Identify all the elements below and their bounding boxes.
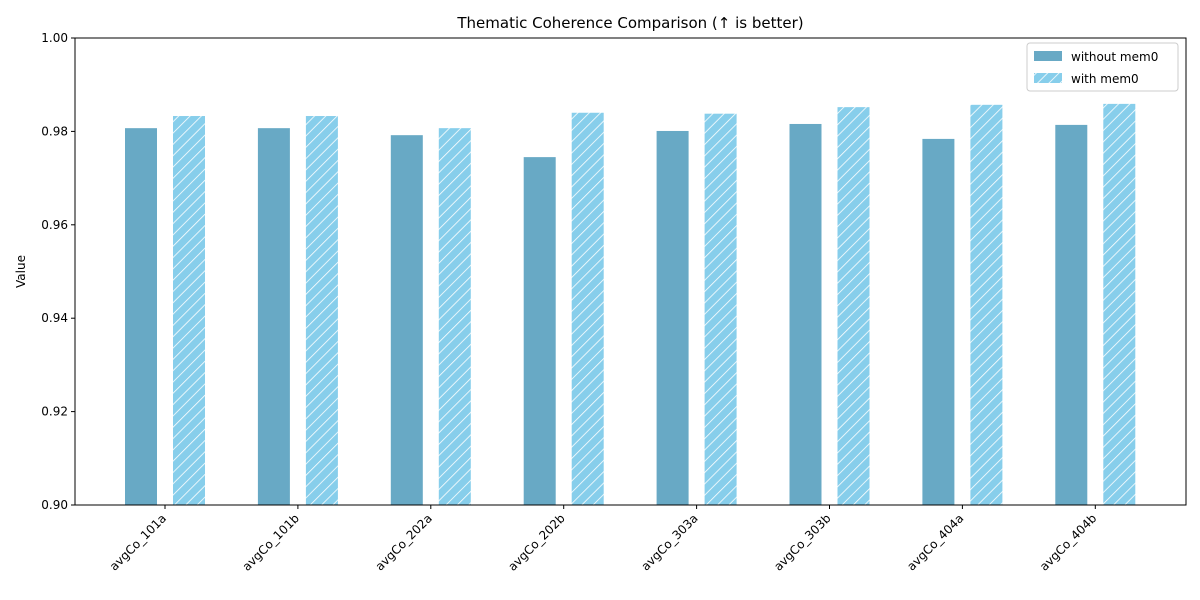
x-tick-label: avgCo_303a xyxy=(638,511,700,573)
y-tick-label: 0.96 xyxy=(41,218,68,232)
legend[interactable]: without mem0 with mem0 xyxy=(1026,42,1179,92)
y-tick-label: 0.90 xyxy=(41,498,68,512)
bar-without-mem0-avgCo_101b xyxy=(256,127,291,506)
x-tick-label: avgCo_303b xyxy=(771,511,833,573)
x-tick-label: avgCo_202a xyxy=(373,511,435,573)
bar-with-mem0-avgCo_101b xyxy=(304,115,339,506)
x-tick-label: avgCo_202b xyxy=(505,511,567,573)
bar-without-mem0-avgCo_202b xyxy=(522,156,557,506)
bar-without-mem0-avgCo_202a xyxy=(389,134,424,506)
x-tick-label: avgCo_404b xyxy=(1037,511,1099,573)
y-tick-label: 0.98 xyxy=(41,124,68,138)
bar-with-mem0-avgCo_303b xyxy=(836,106,871,506)
y-tick-label: 0.92 xyxy=(41,405,68,419)
bar-with-mem0-avgCo_404a xyxy=(969,103,1004,506)
bar-with-mem0-avgCo_202a xyxy=(437,127,472,506)
bar-without-mem0-avgCo_404b xyxy=(1054,123,1089,506)
bar-with-mem0-avgCo_202b xyxy=(570,111,605,506)
y-axis-ticks: 0.90 0.92 0.94 0.96 0.98 1.00 xyxy=(41,31,75,512)
legend-label-without-mem0: without mem0 xyxy=(1071,50,1158,64)
legend-label-with-mem0: with mem0 xyxy=(1071,72,1139,86)
bar-without-mem0-avgCo_303b xyxy=(788,122,823,506)
legend-box xyxy=(1026,42,1179,92)
x-tick-label: avgCo_101a xyxy=(107,511,169,573)
legend-swatch-with-mem0 xyxy=(1034,73,1062,83)
bar-with-mem0-avgCo_404b xyxy=(1102,102,1137,506)
bars-group xyxy=(124,102,1137,506)
bar-with-mem0-avgCo_303a xyxy=(703,112,738,506)
bar-without-mem0-avgCo_101a xyxy=(124,127,158,506)
legend-swatch-without-mem0 xyxy=(1034,51,1062,61)
y-tick-label: 0.94 xyxy=(41,311,68,325)
chart-title: Thematic Coherence Comparison (↑ is bett… xyxy=(456,14,803,32)
x-tick-label: avgCo_404a xyxy=(904,511,966,573)
plot-frame xyxy=(74,37,1187,506)
bar-with-mem0-avgCo_101a xyxy=(172,115,206,506)
y-tick-label: 1.00 xyxy=(41,31,68,45)
bar-without-mem0-avgCo_404a xyxy=(921,137,956,506)
bar-without-mem0-avgCo_303a xyxy=(655,129,690,506)
x-axis-ticks: avgCo_101a avgCo_101b avgCo_202a avgCo_202b… xyxy=(107,505,1099,574)
x-tick-label: avgCo_101b xyxy=(240,511,302,573)
y-axis-label: Value xyxy=(14,255,28,288)
